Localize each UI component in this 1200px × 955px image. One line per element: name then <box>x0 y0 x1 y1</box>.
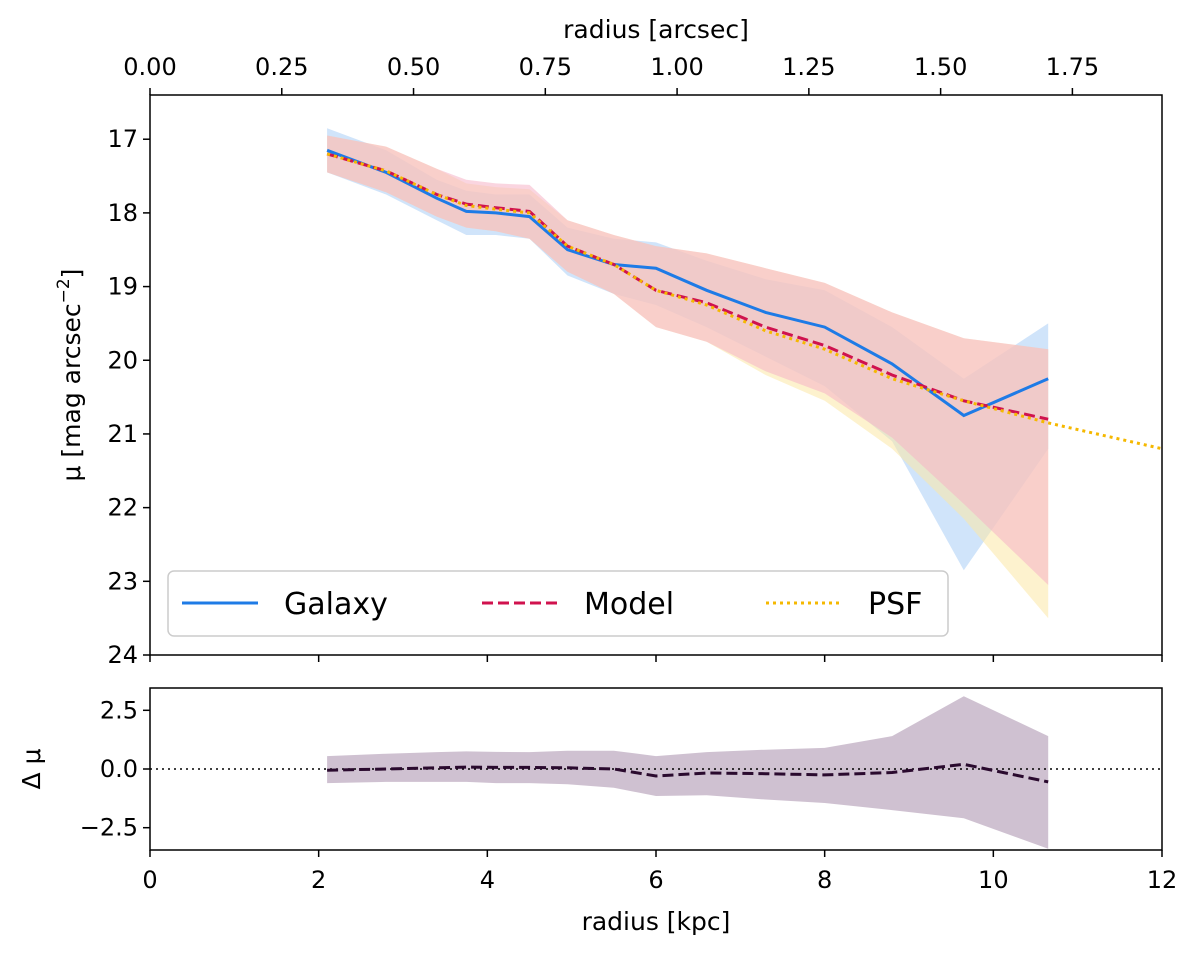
top-panel-arcsec-ticks: 0.00 0.25 0.50 0.75 1.00 1.25 1.50 1.75 <box>123 53 1099 95</box>
y-tick-label-22: 22 <box>107 494 138 522</box>
y-tick-label-23: 23 <box>107 567 138 595</box>
kpc-axis-label: radius [kpc] <box>582 907 731 936</box>
psf-profile-line <box>326 152 1163 451</box>
top-panel-y-ticks: 17 18 19 20 21 22 23 24 <box>107 125 150 669</box>
top-panel-kpc-ticks <box>149 655 1163 662</box>
y-tick-label-20: 20 <box>107 346 138 374</box>
ylabel-superscript: −2 <box>54 278 74 303</box>
residual-panel-band <box>327 696 1049 849</box>
y-tick-label-19: 19 <box>107 273 138 301</box>
top-panel-uncertainty-bands <box>327 128 1049 619</box>
arcsec-tick-label-0: 0.00 <box>123 53 176 81</box>
kpc-tick-label-4: 4 <box>480 866 495 894</box>
y-tick-label-24: 24 <box>107 641 138 669</box>
top-panel-series-lines <box>326 148 1163 451</box>
kpc-tick-label-12: 12 <box>1147 866 1178 894</box>
kpc-tick-label-2: 2 <box>311 866 326 894</box>
y-tick-label-18: 18 <box>107 199 138 227</box>
residual-uncertainty-band <box>327 696 1049 849</box>
arcsec-axis-label: radius [arcsec] <box>563 15 749 44</box>
arcsec-tick-label-5: 1.25 <box>782 53 835 81</box>
model-profile-line <box>326 152 1049 421</box>
residual-panel-lines <box>327 762 1049 784</box>
kpc-tick-label-0: 0 <box>142 866 157 894</box>
y-tick-label-21: 21 <box>107 420 138 448</box>
kpc-tick-label-8: 8 <box>817 866 832 894</box>
ylabel-main: μ [mag arcsec <box>57 303 86 481</box>
residual-axis-label: Δ μ <box>17 748 46 789</box>
legend-box <box>167 570 949 637</box>
arcsec-tick-label-6: 1.50 <box>914 53 967 81</box>
legend-galaxy-label: Galaxy <box>284 587 388 622</box>
kpc-tick-label-10: 10 <box>978 866 1009 894</box>
arcsec-tick-label-2: 0.50 <box>387 53 440 81</box>
residual-y-tick-label-0: 2.5 <box>100 696 138 724</box>
residual-panel-y-ticks: 2.5 0.0 −2.5 <box>80 696 150 842</box>
kpc-tick-label-6: 6 <box>648 866 663 894</box>
legend-model-label: Model <box>584 587 674 622</box>
residual-y-tick-label-1: 0.0 <box>100 755 138 783</box>
residual-line <box>327 762 1049 784</box>
arcsec-tick-label-3: 0.75 <box>519 53 572 81</box>
arcsec-tick-label-7: 1.75 <box>1046 53 1099 81</box>
y-tick-label-17: 17 <box>107 125 138 153</box>
residual-y-tick-label-2: −2.5 <box>80 814 138 842</box>
arcsec-tick-label-4: 1.00 <box>650 53 703 81</box>
arcsec-tick-label-1: 0.25 <box>255 53 308 81</box>
residual-panel-kpc-ticks: 0 2 4 6 8 10 12 <box>142 850 1177 894</box>
ylabel-close: ] <box>57 269 86 279</box>
surface-brightness-axis-label: μ [mag arcsec−2] <box>54 269 86 482</box>
legend: Galaxy Model PSF <box>167 570 949 637</box>
legend-psf-label: PSF <box>868 587 922 622</box>
